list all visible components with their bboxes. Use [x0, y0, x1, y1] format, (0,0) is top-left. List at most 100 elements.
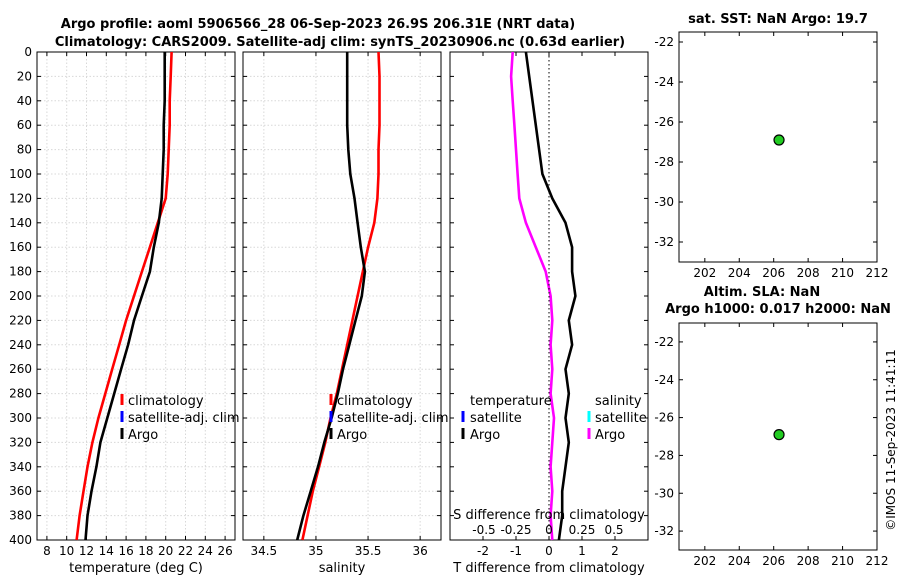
x-tick-label: 212 [866, 266, 889, 280]
series-line-argo [295, 52, 367, 541]
y-tick-label: 340 [9, 460, 32, 474]
x-tick-label: 26 [217, 544, 232, 558]
series-line-s-argo [509, 51, 556, 541]
y-tick-label: 380 [9, 509, 32, 523]
x-tick-label: 206 [762, 554, 785, 568]
x-tick-label: 212 [866, 554, 889, 568]
series-line-argo [84, 52, 166, 541]
series-line-climatology [75, 51, 173, 541]
x-tick-label: 36 [413, 544, 428, 558]
x-axis-label: salinity [319, 561, 366, 576]
figure-title-line2: Climatology: CARS2009. Satellite-adj cli… [55, 35, 625, 50]
legend-label: climatology [337, 394, 413, 409]
y-tick-label: 280 [9, 387, 32, 401]
y-tick-label: 200 [9, 289, 32, 303]
legend-label: satellite-adj. clim [337, 411, 449, 426]
y-tick-label: -32 [654, 524, 674, 538]
x-tick-label: 2 [611, 544, 619, 558]
legend-label: Argo [595, 428, 625, 443]
map-frame [678, 31, 878, 263]
y-tick-label: 140 [9, 216, 32, 230]
x-tick-label: 24 [198, 544, 213, 558]
legend-label: Argo [128, 428, 158, 443]
top-x-tick-label: 0 [545, 523, 553, 537]
top-x-tick-label: 0.5 [604, 523, 623, 537]
y-tick-label: 120 [9, 191, 32, 205]
legend-label: climatology [128, 394, 204, 409]
y-tick-label: -24 [654, 373, 674, 387]
imos-watermark: ©IMOS 11-Sep-2023 11:41:11 [884, 349, 898, 531]
x-tick-label: 22 [178, 544, 193, 558]
y-tick-label: -22 [654, 335, 674, 349]
sla-map-panel: 202 204 206 208 210 212 -22 -24 -26 -28 -30 -32 [654, 322, 889, 568]
y-tick-label: 300 [9, 411, 32, 425]
x-tick-label: 204 [728, 554, 751, 568]
x-tick-label: 204 [728, 266, 751, 280]
y-tick-label: 180 [9, 265, 32, 279]
salinity-panel: 34.5 35 35.5 36 salinity climatology satellite… [242, 51, 449, 576]
map-frame [678, 322, 878, 551]
x-tick-label: 12 [79, 544, 94, 558]
y-tick-label: -32 [654, 235, 674, 249]
y-tick-label: 80 [17, 143, 32, 157]
x-axis-label: temperature (deg C) [69, 561, 203, 576]
top-x-tick-label: -0.5 [472, 523, 495, 537]
y-tick-label: 100 [9, 167, 32, 181]
y-tick-label: 160 [9, 240, 32, 254]
top-x-axis-label: S difference from climatology [453, 508, 645, 523]
x-tick-label: 14 [99, 544, 114, 558]
y-tick-label: -28 [654, 448, 674, 462]
y-tick-label: 20 [17, 69, 32, 83]
x-tick-label: 210 [831, 266, 854, 280]
x-tick-label: 210 [831, 554, 854, 568]
x-tick-label: 208 [797, 266, 820, 280]
y-tick-label: 260 [9, 362, 32, 376]
legend-label: Argo [470, 428, 500, 443]
x-tick-label: 20 [158, 544, 173, 558]
legend-label: satellite-adj. clim [128, 411, 240, 426]
float-location-marker [773, 134, 785, 146]
x-tick-label: 206 [762, 266, 785, 280]
x-tick-label: -2 [477, 544, 489, 558]
y-tick-label: 0 [24, 45, 32, 59]
top-x-tick-label: 0.25 [569, 523, 596, 537]
x-tick-label: 8 [43, 544, 51, 558]
x-tick-label: -1 [510, 544, 522, 558]
y-tick-label: 400 [9, 533, 32, 547]
y-tick-label: 240 [9, 338, 32, 352]
x-tick-label: 18 [138, 544, 153, 558]
y-tick-label: 40 [17, 94, 32, 108]
x-tick-label: 35.5 [355, 544, 382, 558]
temperature-panel: 8 10 12 14 16 18 20 22 24 26 temperature (deg C) 0 2… [9, 45, 240, 576]
y-tick-label: -30 [654, 195, 674, 209]
x-tick-label: 208 [797, 554, 820, 568]
x-tick-label: 0 [545, 544, 553, 558]
top-x-tick-label: -0.25 [500, 523, 531, 537]
x-tick-label: 35 [308, 544, 323, 558]
y-tick-label: -22 [654, 35, 674, 49]
y-tick-label: 220 [9, 313, 32, 327]
series-line-t-argo [524, 51, 577, 541]
legend-salinity-header: salinity [595, 394, 642, 409]
sla-map-title-line2: Argo h1000: 0.017 h2000: NaN [665, 302, 891, 317]
x-tick-label: 202 [693, 266, 716, 280]
x-axis-label: T difference from climatology [452, 561, 645, 576]
legend-label: Argo [337, 428, 367, 443]
y-tick-label: 60 [17, 118, 32, 132]
difference-panel: -2 -1 0 1 2 T difference from climatology temp… [449, 51, 649, 576]
sst-map-title: sat. SST: NaN Argo: 19.7 [688, 12, 868, 27]
float-location-marker [773, 429, 785, 441]
y-tick-label: 360 [9, 484, 32, 498]
y-tick-label: -24 [654, 75, 674, 89]
y-tick-label: -30 [654, 486, 674, 500]
x-tick-label: 10 [59, 544, 74, 558]
y-tick-label: -28 [654, 155, 674, 169]
legend-label: satellite [595, 411, 647, 426]
y-tick-label: -26 [654, 115, 674, 129]
y-tick-label: 320 [9, 435, 32, 449]
x-tick-label: 34.5 [250, 544, 277, 558]
figure-title-line1: Argo profile: aoml 5906566_28 06-Sep-202… [61, 17, 575, 32]
x-tick-label: 202 [693, 554, 716, 568]
y-tick-label: -26 [654, 411, 674, 425]
